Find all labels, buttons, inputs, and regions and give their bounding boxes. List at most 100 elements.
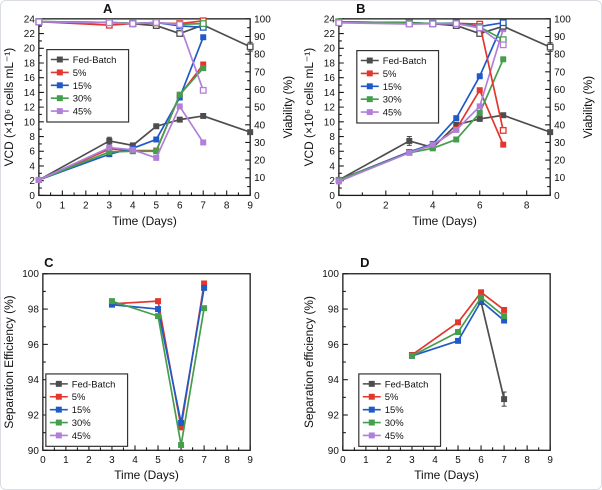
panel-d: 0 1 2 3 4 5 6 7 8 9 90 92 94 96 98 100 Time (Days) Separa… <box>301 245 601 489</box>
svg-text:94: 94 <box>328 375 340 386</box>
chart-a-vcd-viability: 0 1 2 3 4 5 6 7 8 9024681012141618202224010203040… <box>2 1 295 228</box>
svg-text:1: 1 <box>63 455 69 466</box>
svg-text:4: 4 <box>29 161 35 172</box>
svg-text:4: 4 <box>432 455 438 466</box>
svg-text:9: 9 <box>247 455 253 466</box>
svg-text:Time (Days): Time (Days) <box>112 214 177 228</box>
svg-text:90: 90 <box>254 32 266 43</box>
svg-text:Time (Days): Time (Days) <box>414 468 479 482</box>
svg-text:0: 0 <box>40 455 46 466</box>
svg-text:90: 90 <box>328 446 340 457</box>
svg-text:Viability (%): Viability (%) <box>281 76 295 139</box>
svg-text:A: A <box>103 1 112 16</box>
svg-text:15%: 15% <box>383 82 403 93</box>
svg-text:8: 8 <box>224 455 230 466</box>
svg-text:24: 24 <box>24 14 36 25</box>
svg-text:VCD (×10⁶ cells mL⁻¹): VCD (×10⁶ cells mL⁻¹) <box>2 48 16 167</box>
svg-text:9: 9 <box>547 455 553 466</box>
svg-text:20: 20 <box>254 156 266 167</box>
svg-text:90: 90 <box>554 32 566 43</box>
svg-text:30%: 30% <box>72 418 92 429</box>
svg-text:30: 30 <box>554 138 566 149</box>
svg-text:0: 0 <box>336 200 342 211</box>
svg-text:100: 100 <box>554 14 571 25</box>
svg-text:0: 0 <box>554 191 560 202</box>
svg-text:2: 2 <box>383 200 389 211</box>
svg-text:22: 22 <box>324 29 336 40</box>
svg-text:20: 20 <box>324 44 336 55</box>
svg-text:0: 0 <box>329 191 335 202</box>
svg-text:15%: 15% <box>73 81 93 92</box>
svg-text:8: 8 <box>29 132 35 143</box>
svg-text:5: 5 <box>155 455 161 466</box>
svg-text:40: 40 <box>254 120 266 131</box>
svg-text:Time (Days): Time (Days) <box>114 468 179 482</box>
svg-text:0: 0 <box>29 191 35 202</box>
svg-text:15%: 15% <box>72 405 92 416</box>
svg-text:3: 3 <box>409 455 415 466</box>
svg-text:2: 2 <box>329 176 335 187</box>
svg-text:8: 8 <box>524 455 530 466</box>
panel-b: 0 2 4 6 8 0 2 4 6 8 10 12 14 16 18 20 22 24 0 10 20 30 40 50 60 7… <box>301 1 601 245</box>
svg-text:12: 12 <box>24 103 36 114</box>
svg-text:1: 1 <box>60 200 66 211</box>
svg-text:10: 10 <box>324 117 336 128</box>
svg-text:5: 5 <box>455 455 461 466</box>
svg-text:6: 6 <box>329 147 335 158</box>
svg-text:9: 9 <box>247 200 253 211</box>
svg-text:96: 96 <box>28 340 40 351</box>
svg-text:7: 7 <box>200 200 206 211</box>
svg-text:40: 40 <box>554 120 566 131</box>
svg-text:B: B <box>356 1 365 16</box>
svg-text:D: D <box>360 255 369 270</box>
svg-text:6: 6 <box>177 200 183 211</box>
svg-text:Separation Efficiency (%): Separation Efficiency (%) <box>2 295 16 428</box>
svg-text:15%: 15% <box>385 405 405 416</box>
svg-text:Separation efficiency (%): Separation efficiency (%) <box>302 296 316 428</box>
svg-text:45%: 45% <box>385 431 405 442</box>
svg-text:6: 6 <box>178 455 184 466</box>
svg-text:60: 60 <box>254 85 266 96</box>
svg-text:Viability (%): Viability (%) <box>581 76 595 139</box>
svg-text:100: 100 <box>254 14 271 25</box>
svg-text:45%: 45% <box>383 108 403 119</box>
svg-text:Fed-Batch: Fed-Batch <box>73 55 117 66</box>
svg-text:5%: 5% <box>72 392 86 403</box>
svg-text:5: 5 <box>153 200 159 211</box>
svg-text:50: 50 <box>254 103 266 114</box>
svg-text:5%: 5% <box>73 68 87 79</box>
svg-text:100: 100 <box>22 269 39 280</box>
svg-text:0: 0 <box>36 200 42 211</box>
svg-text:16: 16 <box>324 73 336 84</box>
chart-d-separation-efficiency: 0 1 2 3 4 5 6 7 8 9 90 92 94 96 98 100 Time (Days) Separa… <box>302 255 553 482</box>
svg-text:2: 2 <box>29 176 35 187</box>
svg-text:18: 18 <box>324 58 336 69</box>
svg-text:C: C <box>44 255 53 270</box>
svg-text:0: 0 <box>254 191 260 202</box>
svg-text:90: 90 <box>28 446 40 457</box>
chart-c-separation-efficiency: 0 1 2 3 4 5 6 7 8 9 90 92 94 96 98 100 Time (Days) Separa… <box>2 255 253 482</box>
svg-text:8: 8 <box>329 132 335 143</box>
svg-text:7: 7 <box>201 455 207 466</box>
svg-text:98: 98 <box>328 305 340 316</box>
svg-text:70: 70 <box>554 67 566 78</box>
svg-text:5%: 5% <box>383 69 397 80</box>
svg-text:0: 0 <box>340 455 346 466</box>
svg-text:Time (Days): Time (Days) <box>412 214 477 228</box>
svg-text:20: 20 <box>24 44 36 55</box>
svg-text:80: 80 <box>554 50 566 61</box>
svg-text:6: 6 <box>29 147 35 158</box>
svg-text:45%: 45% <box>72 431 92 442</box>
svg-text:10: 10 <box>254 173 266 184</box>
svg-text:Fed-Batch: Fed-Batch <box>385 379 429 390</box>
panel-a: 0 1 2 3 4 5 6 7 8 9 0 2 4 6 8 10 12 14 16 18 20 22 24 0 10 20 30 40… <box>1 1 301 245</box>
chart-b-vcd-viability: 0 2 4 6 802468101214161820222401020304050607… <box>302 1 595 228</box>
svg-text:30%: 30% <box>385 418 405 429</box>
svg-text:2: 2 <box>83 200 89 211</box>
svg-text:70: 70 <box>254 67 266 78</box>
svg-text:14: 14 <box>24 88 36 99</box>
svg-text:3: 3 <box>109 455 115 466</box>
svg-text:4: 4 <box>132 455 138 466</box>
svg-text:10: 10 <box>24 117 36 128</box>
